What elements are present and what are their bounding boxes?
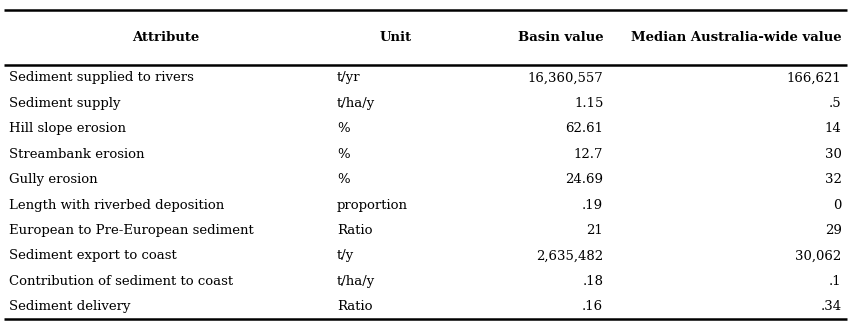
Text: 21: 21 [586,224,603,237]
Text: Gully erosion: Gully erosion [9,173,98,186]
Text: 32: 32 [825,173,842,186]
Text: Streambank erosion: Streambank erosion [9,148,145,161]
Text: Unit: Unit [380,31,412,44]
Text: .5: .5 [829,97,842,110]
Text: Contribution of sediment to coast: Contribution of sediment to coast [9,275,233,288]
Text: Sediment delivery: Sediment delivery [9,300,131,313]
Text: 1.15: 1.15 [574,97,603,110]
Text: %: % [337,122,350,135]
Text: t/yr: t/yr [337,71,361,84]
Text: t/ha/y: t/ha/y [337,97,375,110]
Text: 30: 30 [825,148,842,161]
Text: .1: .1 [829,275,842,288]
Text: 2,635,482: 2,635,482 [536,249,603,262]
Text: Hill slope erosion: Hill slope erosion [9,122,126,135]
Text: 14: 14 [825,122,842,135]
Text: Median Australia-wide value: Median Australia-wide value [631,31,842,44]
Text: Length with riverbed deposition: Length with riverbed deposition [9,199,225,212]
Text: 16,360,557: 16,360,557 [528,71,603,84]
Text: Sediment supplied to rivers: Sediment supplied to rivers [9,71,194,84]
Text: 29: 29 [825,224,842,237]
Text: Attribute: Attribute [132,31,200,44]
Text: 30,062: 30,062 [796,249,842,262]
Text: 24.69: 24.69 [565,173,603,186]
Text: Sediment supply: Sediment supply [9,97,121,110]
Text: European to Pre-European sediment: European to Pre-European sediment [9,224,254,237]
Text: Ratio: Ratio [337,224,373,237]
Text: Ratio: Ratio [337,300,373,313]
Text: 166,621: 166,621 [787,71,842,84]
Text: t/y: t/y [337,249,354,262]
Text: .18: .18 [582,275,603,288]
Text: .16: .16 [582,300,603,313]
Text: 12.7: 12.7 [574,148,603,161]
Text: t/ha/y: t/ha/y [337,275,375,288]
Text: 0: 0 [833,199,842,212]
Text: %: % [337,148,350,161]
Text: .19: .19 [582,199,603,212]
Text: .34: .34 [820,300,842,313]
Text: Basin value: Basin value [517,31,603,44]
Text: proportion: proportion [337,199,408,212]
Text: Sediment export to coast: Sediment export to coast [9,249,177,262]
Text: 62.61: 62.61 [565,122,603,135]
Text: %: % [337,173,350,186]
